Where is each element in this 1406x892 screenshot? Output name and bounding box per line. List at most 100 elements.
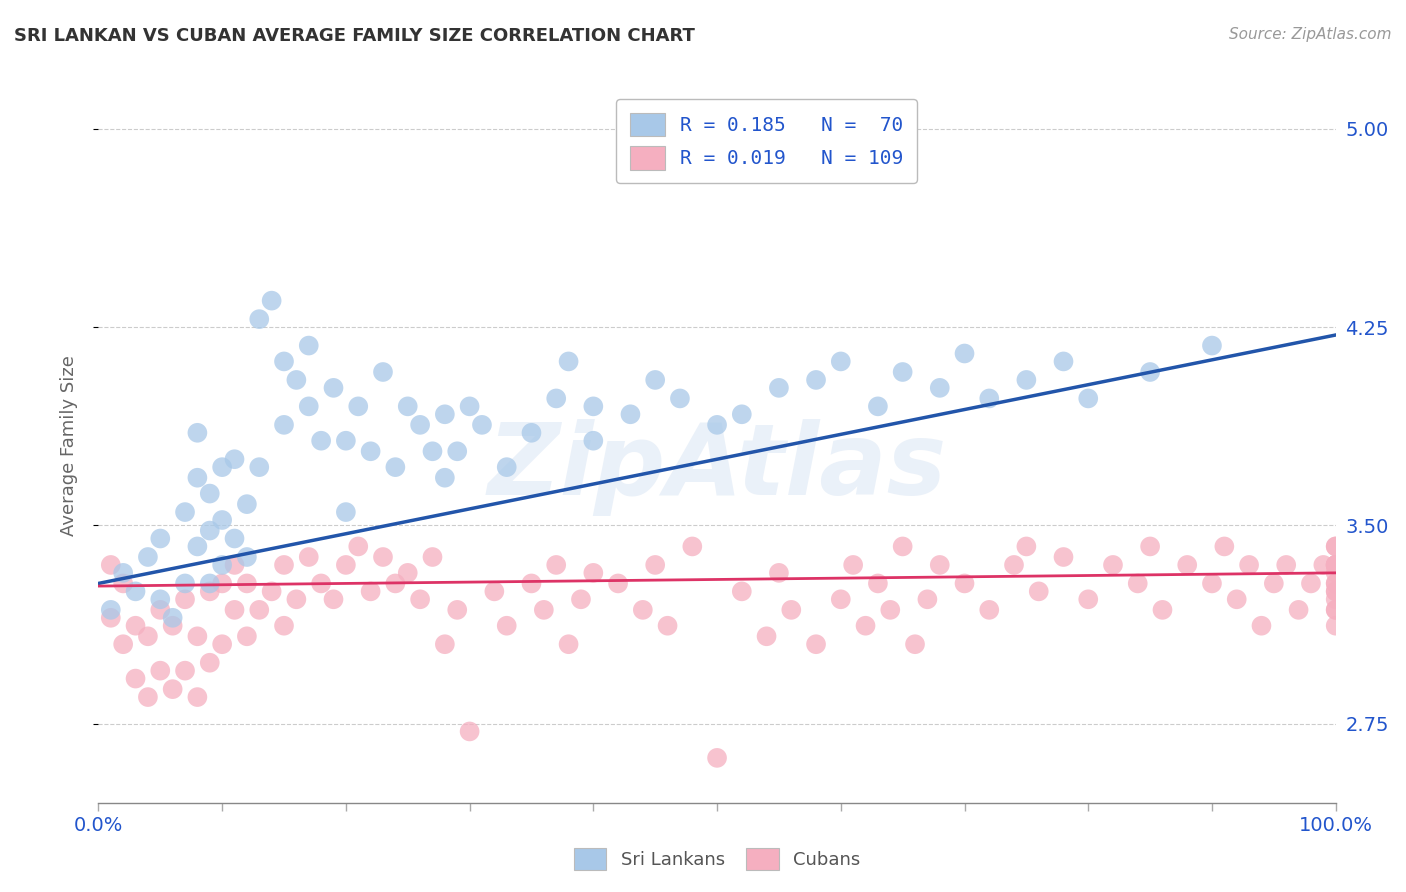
Point — [546, 558, 568, 572]
Point — [433, 471, 456, 485]
Point — [446, 603, 468, 617]
Point — [100, 611, 122, 625]
Point — [396, 400, 419, 414]
Point — [247, 460, 270, 475]
Point — [1324, 558, 1347, 572]
Point — [830, 592, 852, 607]
Point — [446, 444, 468, 458]
Point — [162, 682, 184, 697]
Point — [335, 434, 357, 448]
Point — [582, 434, 605, 448]
Point — [1324, 558, 1347, 572]
Point — [236, 549, 259, 564]
Point — [335, 505, 357, 519]
Point — [136, 690, 159, 704]
Point — [1324, 540, 1347, 554]
Point — [174, 664, 197, 678]
Point — [1324, 603, 1347, 617]
Point — [162, 611, 184, 625]
Text: SRI LANKAN VS CUBAN AVERAGE FAMILY SIZE CORRELATION CHART: SRI LANKAN VS CUBAN AVERAGE FAMILY SIZE … — [14, 27, 695, 45]
Point — [186, 690, 208, 704]
Point — [1077, 592, 1099, 607]
Point — [1237, 558, 1260, 572]
Point — [422, 444, 444, 458]
Point — [211, 513, 233, 527]
Point — [768, 566, 790, 580]
Point — [1263, 576, 1285, 591]
Point — [866, 576, 889, 591]
Point — [1299, 576, 1322, 591]
Point — [458, 724, 481, 739]
Point — [322, 592, 344, 607]
Point — [273, 558, 295, 572]
Point — [322, 381, 344, 395]
Point — [1275, 558, 1298, 572]
Point — [136, 549, 159, 564]
Point — [1324, 584, 1347, 599]
Point — [644, 373, 666, 387]
Point — [186, 425, 208, 440]
Point — [273, 618, 295, 632]
Point — [1015, 373, 1038, 387]
Point — [198, 486, 221, 500]
Point — [495, 618, 517, 632]
Point — [124, 672, 146, 686]
Point — [1324, 576, 1347, 591]
Point — [149, 664, 172, 678]
Point — [1324, 603, 1347, 617]
Point — [1288, 603, 1310, 617]
Point — [804, 637, 827, 651]
Point — [347, 400, 370, 414]
Point — [520, 576, 543, 591]
Text: Source: ZipAtlas.com: Source: ZipAtlas.com — [1229, 27, 1392, 42]
Point — [149, 532, 172, 546]
Point — [1324, 558, 1347, 572]
Point — [149, 603, 172, 617]
Point — [433, 407, 456, 421]
Point — [285, 592, 308, 607]
Point — [928, 558, 950, 572]
Point — [224, 452, 246, 467]
Point — [569, 592, 592, 607]
Point — [842, 558, 865, 572]
Point — [211, 637, 233, 651]
Point — [631, 603, 654, 617]
Point — [1312, 558, 1334, 572]
Point — [546, 392, 568, 406]
Point — [298, 549, 321, 564]
Point — [360, 584, 382, 599]
Point — [198, 656, 221, 670]
Text: ZipAtlas: ZipAtlas — [488, 419, 946, 516]
Point — [644, 558, 666, 572]
Point — [1201, 576, 1223, 591]
Point — [669, 392, 692, 406]
Point — [236, 497, 259, 511]
Point — [917, 592, 939, 607]
Point — [186, 540, 208, 554]
Point — [136, 629, 159, 643]
Point — [124, 618, 146, 632]
Point — [557, 354, 579, 368]
Point — [1175, 558, 1198, 572]
Point — [409, 592, 432, 607]
Point — [224, 532, 246, 546]
Point — [236, 576, 259, 591]
Point — [112, 637, 135, 651]
Point — [100, 603, 122, 617]
Point — [1139, 365, 1161, 379]
Point — [731, 584, 754, 599]
Y-axis label: Average Family Size: Average Family Size — [59, 356, 77, 536]
Point — [396, 566, 419, 580]
Point — [607, 576, 630, 591]
Point — [891, 540, 914, 554]
Point — [582, 566, 605, 580]
Point — [260, 584, 283, 599]
Point — [247, 603, 270, 617]
Point — [149, 592, 172, 607]
Point — [1139, 540, 1161, 554]
Point — [211, 558, 233, 572]
Point — [1324, 558, 1347, 572]
Point — [804, 373, 827, 387]
Point — [520, 425, 543, 440]
Point — [1028, 584, 1050, 599]
